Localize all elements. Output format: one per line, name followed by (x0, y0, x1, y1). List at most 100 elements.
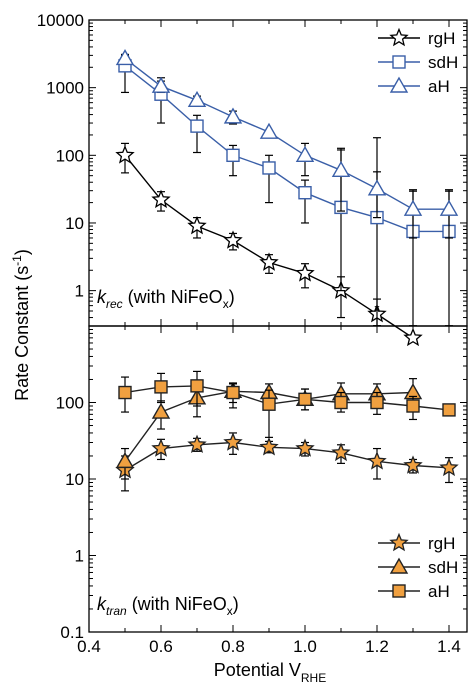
data-point (226, 148, 240, 163)
data-point (331, 160, 351, 178)
series-line (124, 57, 449, 210)
series-rgH (115, 432, 459, 492)
error-bar (373, 137, 381, 327)
data-point (262, 397, 276, 411)
data-point (115, 49, 135, 66)
series-sdH (118, 54, 456, 327)
data-point (151, 189, 171, 209)
series-aH (115, 49, 459, 239)
x-tick-label: 0.8 (221, 637, 245, 656)
data-point (295, 145, 315, 163)
plot-frame (88, 19, 468, 327)
legend-marker (389, 27, 409, 47)
x-tick-label: 0.4 (77, 637, 101, 656)
y-tick-label: 1 (75, 282, 84, 301)
panel-k-tran: 0.1 1 10 100 0.4 0.6 0.8 1.0 1.2 1.4 rgH sdH aH ktran… (56, 325, 468, 656)
data-point (223, 432, 243, 451)
data-point (187, 90, 207, 108)
data-point (334, 395, 348, 410)
data-point (115, 145, 135, 164)
data-point (259, 437, 279, 456)
legend-marker (392, 55, 406, 69)
data-point (187, 215, 207, 235)
data-point (439, 199, 459, 216)
data-point (154, 380, 168, 394)
data-point (295, 263, 315, 282)
data-point (367, 179, 387, 196)
data-point (262, 161, 276, 175)
data-point (298, 392, 312, 407)
data-point (331, 442, 351, 462)
legend-entry-sdH: sdH (378, 53, 458, 72)
data-point (151, 402, 171, 419)
y-tick-label: 0.1 (60, 623, 84, 642)
legend-entry-sdH: sdH (378, 557, 458, 577)
data-point (187, 434, 207, 454)
legend-label: rgH (428, 534, 455, 553)
data-point (367, 451, 387, 470)
series-aH (118, 370, 456, 438)
data-point (442, 403, 456, 417)
error-bar (337, 149, 345, 212)
x-tick-label: 0.6 (149, 637, 173, 656)
data-point (223, 230, 243, 249)
data-point (259, 122, 279, 139)
y-tick-label: 10 (65, 470, 84, 489)
data-point (118, 385, 132, 400)
data-point (223, 107, 243, 124)
data-point (406, 399, 420, 413)
y-axis-title: Rate Constant (s-1) (10, 249, 32, 401)
x-tick-label: 1.4 (437, 637, 461, 656)
legend-entry-aH: aH (378, 76, 450, 96)
y-axis-title-sup: -1 (10, 255, 24, 266)
data-point (403, 455, 423, 474)
series-line (124, 441, 450, 471)
legend-label: sdH (428, 558, 458, 577)
data-point (298, 186, 312, 200)
y-axis-title-main: Rate Constant (s (12, 266, 32, 401)
x-tick-label: 1.2 (365, 637, 389, 656)
data-point (151, 76, 171, 93)
data-point (151, 438, 171, 457)
legend-marker (389, 532, 409, 552)
x-axis-title-main: Potential V (214, 660, 301, 680)
y-tick-label: 10000 (37, 11, 84, 30)
legend-label: sdH (428, 53, 458, 72)
legend-label: rgH (428, 29, 455, 48)
data-point (190, 119, 204, 133)
data-point (439, 457, 459, 477)
panel-annotation: krec (with NiFeOx) (97, 287, 235, 311)
y-tick-label: 100 (56, 394, 84, 413)
y-tick-label: 1 (75, 547, 84, 566)
y-axis-title-close: ) (12, 249, 32, 255)
x-axis-title-sub: RHE (301, 671, 326, 685)
legend-entry-rgH: rgH (378, 532, 455, 553)
y-tick-label: 1000 (46, 79, 84, 98)
data-point (370, 395, 384, 410)
data-point (226, 385, 240, 400)
data-point (259, 252, 279, 271)
legend-marker (392, 584, 406, 598)
y-tick-label: 10 (65, 214, 84, 233)
data-point (295, 438, 315, 457)
legend-label: aH (428, 582, 450, 601)
legend-marker (389, 557, 409, 574)
panel-k-rec: 1 10 100 1000 10000 rgH sdH aH krec (with NiFeOx… (37, 11, 468, 347)
legend-marker (389, 76, 409, 93)
series-rgH (115, 142, 423, 347)
x-axis-title: Potential VRHE (214, 660, 326, 685)
y-tick-label: 100 (56, 146, 84, 165)
data-point (115, 451, 135, 469)
plot-frame (88, 325, 468, 633)
data-point (403, 199, 423, 216)
series-line (124, 385, 450, 411)
legend-entry-rgH: rgH (378, 27, 455, 48)
stray-label: x (374, 303, 380, 315)
data-point (403, 327, 423, 347)
series-line (124, 65, 449, 233)
data-point (190, 379, 204, 393)
legend-label: aH (428, 77, 450, 96)
legend-entry-aH: aH (378, 582, 450, 601)
panel-annotation: ktran (with NiFeOx) (97, 594, 239, 618)
